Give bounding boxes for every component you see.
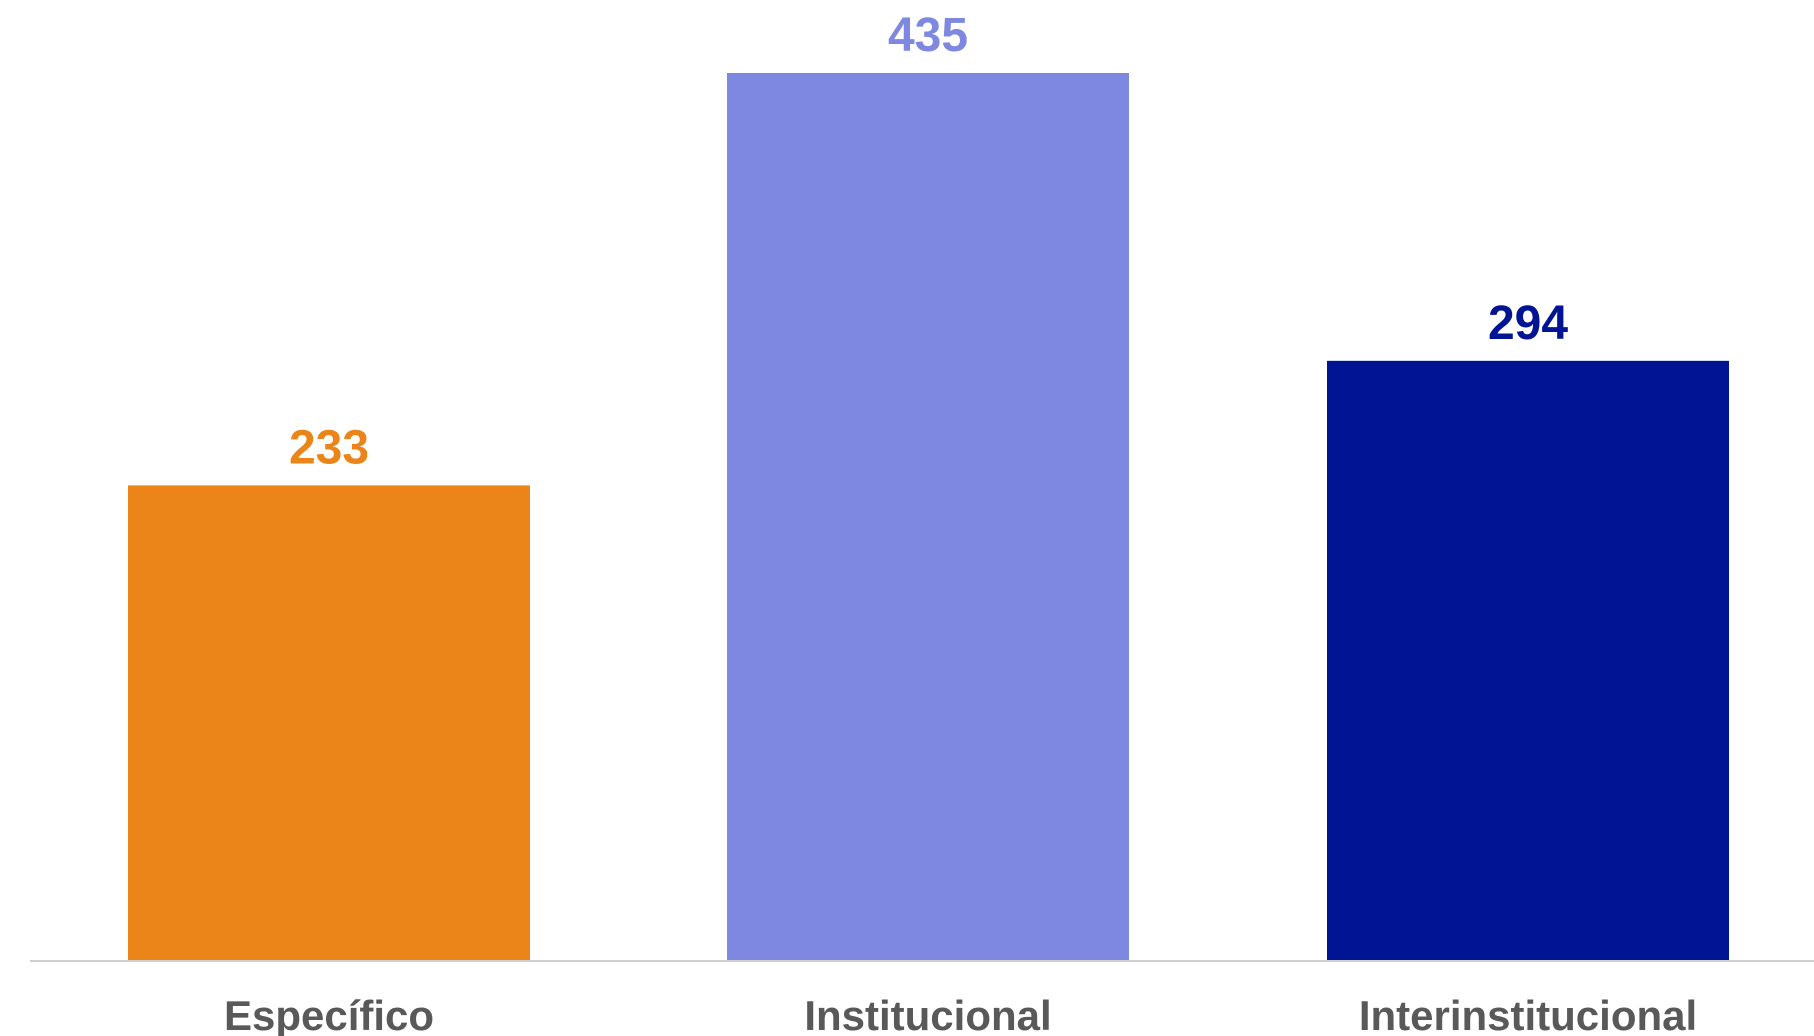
bar-institucional (727, 73, 1129, 961)
value-label-interinstitucional: 294 (1488, 297, 1568, 350)
bars-layer (128, 73, 1729, 961)
category-labels-layer: Específico Institucional Interinstituciona… (224, 992, 1697, 1036)
bar-especifico (128, 485, 530, 961)
bar-interinstitucional (1327, 360, 1729, 961)
category-label-especifico: Específico (224, 992, 434, 1036)
category-label-interinstitucional: Interinstitucional (1359, 992, 1697, 1036)
value-labels-layer: 233 435 294 (289, 9, 1568, 474)
value-label-especifico: 233 (289, 421, 369, 474)
category-label-institucional: Institucional (804, 992, 1051, 1036)
value-label-institucional: 435 (888, 9, 968, 62)
